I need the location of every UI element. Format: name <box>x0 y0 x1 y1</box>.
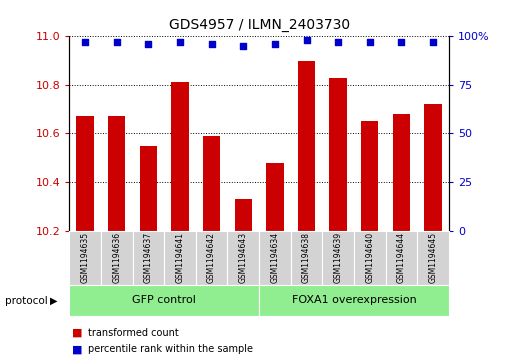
Point <box>271 41 279 47</box>
Point <box>239 43 247 49</box>
FancyBboxPatch shape <box>259 231 291 285</box>
Bar <box>108 117 125 231</box>
Text: GSM1194640: GSM1194640 <box>365 232 374 283</box>
Text: GSM1194645: GSM1194645 <box>428 232 438 283</box>
Text: GSM1194644: GSM1194644 <box>397 232 406 283</box>
Point <box>366 39 374 45</box>
Bar <box>76 117 94 231</box>
Text: GSM1194637: GSM1194637 <box>144 232 153 283</box>
Text: transformed count: transformed count <box>88 328 179 338</box>
FancyBboxPatch shape <box>322 231 354 285</box>
Point <box>176 39 184 45</box>
Text: GSM1194642: GSM1194642 <box>207 232 216 283</box>
FancyBboxPatch shape <box>164 231 196 285</box>
Point <box>302 37 310 43</box>
Bar <box>171 82 189 231</box>
Text: GSM1194636: GSM1194636 <box>112 232 121 283</box>
Bar <box>298 61 315 231</box>
Bar <box>203 136 220 231</box>
Bar <box>393 114 410 231</box>
Point <box>113 39 121 45</box>
Text: ■: ■ <box>72 328 82 338</box>
Bar <box>329 78 347 231</box>
Text: GSM1194643: GSM1194643 <box>239 232 248 283</box>
Text: GFP control: GFP control <box>132 295 196 305</box>
FancyBboxPatch shape <box>354 231 386 285</box>
Text: FOXA1 overexpression: FOXA1 overexpression <box>291 295 417 305</box>
Text: GSM1194641: GSM1194641 <box>175 232 185 283</box>
Point <box>397 39 405 45</box>
Text: GSM1194634: GSM1194634 <box>270 232 280 283</box>
Bar <box>234 199 252 231</box>
Point <box>81 39 89 45</box>
FancyBboxPatch shape <box>132 231 164 285</box>
Text: protocol: protocol <box>5 295 48 306</box>
Point <box>207 41 215 47</box>
FancyBboxPatch shape <box>69 231 101 285</box>
Text: GSM1194639: GSM1194639 <box>333 232 343 283</box>
FancyBboxPatch shape <box>259 285 449 316</box>
Text: ▶: ▶ <box>50 295 58 306</box>
FancyBboxPatch shape <box>417 231 449 285</box>
Bar <box>361 121 379 231</box>
FancyBboxPatch shape <box>291 231 322 285</box>
Bar <box>424 104 442 231</box>
Title: GDS4957 / ILMN_2403730: GDS4957 / ILMN_2403730 <box>168 19 350 33</box>
Point <box>144 41 152 47</box>
Bar <box>266 163 284 231</box>
FancyBboxPatch shape <box>227 231 259 285</box>
Point <box>334 39 342 45</box>
FancyBboxPatch shape <box>196 231 227 285</box>
Text: GSM1194635: GSM1194635 <box>81 232 90 283</box>
Bar <box>140 146 157 231</box>
Text: GSM1194638: GSM1194638 <box>302 232 311 283</box>
FancyBboxPatch shape <box>386 231 417 285</box>
FancyBboxPatch shape <box>69 285 259 316</box>
Text: percentile rank within the sample: percentile rank within the sample <box>88 344 253 354</box>
FancyBboxPatch shape <box>101 231 132 285</box>
Point <box>429 39 437 45</box>
Text: ■: ■ <box>72 344 82 354</box>
